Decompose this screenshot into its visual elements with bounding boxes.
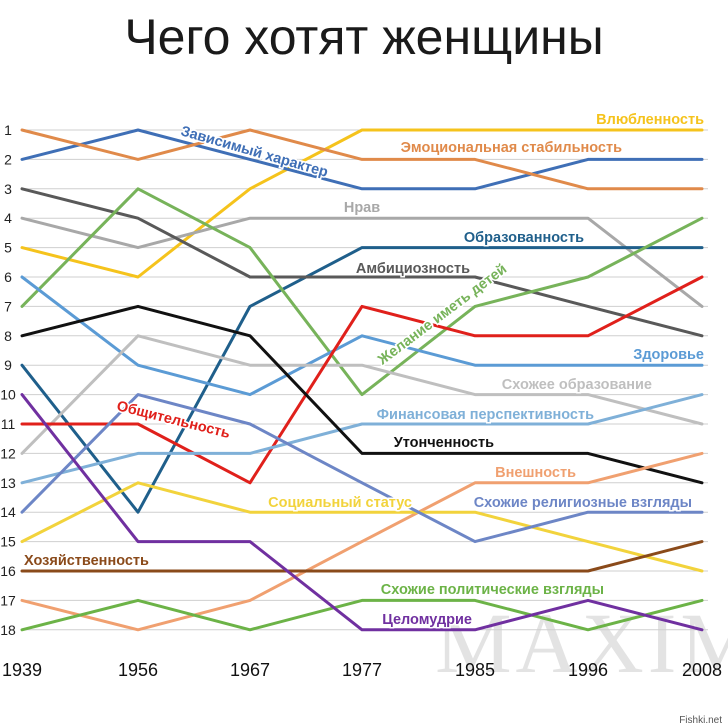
chart-title: Чего хотят женщины xyxy=(124,9,604,65)
y-tick-label: 4 xyxy=(4,210,12,226)
y-tick-label: 11 xyxy=(1,416,16,432)
y-tick-label: 18 xyxy=(0,622,16,638)
series-label: Схожие религиозные взгляды xyxy=(474,495,692,511)
series-line xyxy=(20,246,704,514)
series-line xyxy=(20,275,704,485)
y-tick-label: 6 xyxy=(4,269,12,285)
series-label: Утонченность xyxy=(394,435,494,451)
series-label: Нрав xyxy=(344,200,380,216)
y-tick-label: 7 xyxy=(4,298,12,314)
series-label: Влюбленность xyxy=(596,112,704,128)
x-tick-label: 1939 xyxy=(2,660,42,680)
y-tick-label: 2 xyxy=(4,151,12,167)
series-label: Схожие политические взгляды xyxy=(381,582,604,598)
y-tick-label: 16 xyxy=(0,563,16,579)
x-tick-label: 2008 xyxy=(682,660,722,680)
series-label: Образованность xyxy=(464,230,584,246)
series-label: Здоровье xyxy=(633,347,704,363)
series-label: Социальный статус xyxy=(268,495,412,511)
series-label: Эмоциональная стабильность xyxy=(401,140,622,156)
series-line xyxy=(20,187,704,397)
series-line xyxy=(20,128,704,191)
series-label: Хозяйственность xyxy=(24,553,149,569)
y-tick-label: 3 xyxy=(4,181,12,197)
series-line xyxy=(20,393,704,544)
series-line xyxy=(20,187,704,338)
series-line xyxy=(20,128,704,279)
y-tick-label: 13 xyxy=(0,475,16,491)
x-tick-label: 1985 xyxy=(455,660,495,680)
series-line xyxy=(20,334,704,455)
series-line xyxy=(20,393,704,485)
watermark-logo: MAXIM xyxy=(435,595,728,691)
y-tick-label: 17 xyxy=(0,592,16,608)
series-label: Амбициозность xyxy=(356,261,470,277)
series-label: Финансовая перспективность xyxy=(377,407,594,423)
series-line xyxy=(20,275,704,397)
series-line xyxy=(20,393,704,632)
y-tick-label: 8 xyxy=(4,328,12,344)
site-credit[interactable]: Fishki.net xyxy=(679,715,722,726)
series-label: Схожее образование xyxy=(502,377,652,393)
x-tick-label: 1977 xyxy=(342,660,382,680)
series-label: Внешность xyxy=(495,465,576,481)
x-tick-label: 1967 xyxy=(230,660,270,680)
y-tick-label: 10 xyxy=(0,387,16,403)
y-tick-label: 1 xyxy=(4,122,12,138)
y-tick-label: 14 xyxy=(0,504,16,520)
series-line xyxy=(20,216,704,308)
x-tick-label: 1956 xyxy=(118,660,158,680)
x-tick-label: 1996 xyxy=(568,660,608,680)
series-line xyxy=(20,598,704,632)
y-tick-label: 9 xyxy=(4,357,12,373)
y-tick-label: 5 xyxy=(4,240,12,256)
series-line xyxy=(20,304,704,485)
series-line xyxy=(20,540,704,573)
series-line xyxy=(20,451,704,632)
series-line xyxy=(20,128,704,191)
y-tick-label: 15 xyxy=(0,534,16,550)
series-label: Целомудрие xyxy=(382,612,472,628)
series-line xyxy=(20,481,704,573)
y-tick-label: 12 xyxy=(0,445,16,461)
